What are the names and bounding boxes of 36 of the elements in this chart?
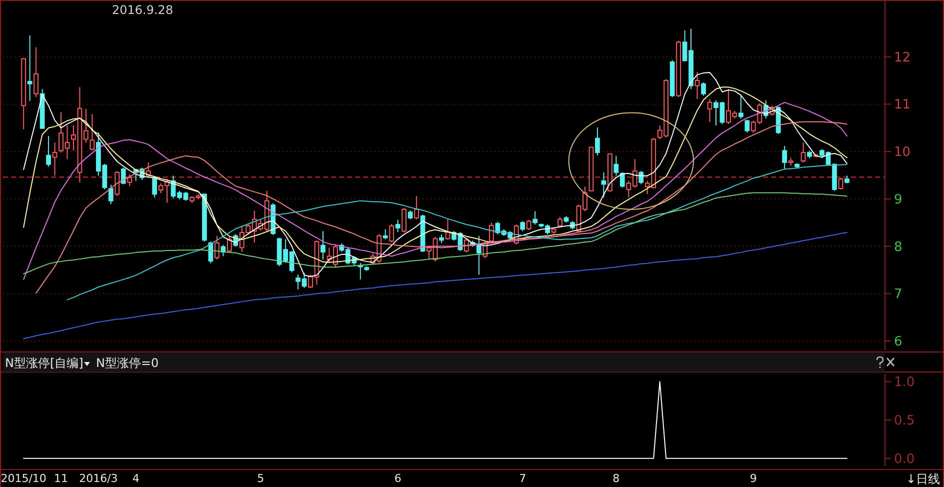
y-tick-label: 12	[894, 50, 911, 66]
x-tick-label: 2016/3	[79, 472, 118, 485]
candlestick	[788, 157, 794, 166]
y-tick-label: 10	[894, 145, 911, 160]
candlestick	[601, 172, 606, 198]
candlestick	[27, 35, 32, 102]
line-series	[23, 102, 848, 280]
y-tick-label: 9	[894, 192, 902, 208]
y-tick-label: 1.0	[894, 375, 915, 390]
x-tick-label: 11	[54, 472, 68, 485]
y-tick-label: 0.5	[894, 414, 915, 429]
y-tick-label: 11	[894, 98, 911, 113]
x-tick-label: 4	[132, 472, 140, 485]
chart-title: N型涨停[自编]	[5, 356, 84, 370]
x-tick-label: 6	[394, 472, 402, 485]
candlestick	[52, 142, 58, 176]
candlestick	[439, 234, 444, 244]
y-tick-label: 6	[894, 334, 902, 350]
chart-title: 2016.9.28	[112, 3, 174, 17]
line-series	[36, 121, 848, 294]
chart-subtitle: N型涨停=0	[96, 356, 159, 370]
x-tick-label: 8	[612, 472, 620, 485]
x-tick-label: 7	[519, 472, 526, 485]
candlestick	[595, 126, 600, 156]
y-tick-label: 0.0	[894, 452, 915, 467]
y-tick-label: 8	[894, 240, 902, 255]
line-series	[23, 232, 848, 340]
text: ↓日线	[906, 472, 940, 486]
line-series	[66, 164, 848, 300]
x-tick-label: 9	[750, 472, 757, 485]
candlestick	[707, 98, 712, 123]
line-series	[23, 192, 848, 274]
x-tick-label: 5	[257, 472, 264, 485]
x-tick-label: 2015/10	[0, 472, 46, 485]
y-tick-label: 7	[894, 287, 902, 302]
candlestick	[320, 230, 326, 260]
